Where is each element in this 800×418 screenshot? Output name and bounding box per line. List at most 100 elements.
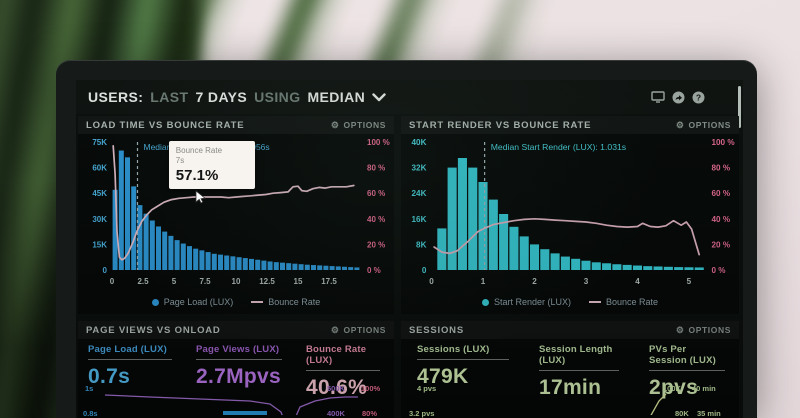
axis-tick: 0.8s bbox=[83, 409, 98, 418]
laptop: USERS: LAST 7 DAYS USING MEDIAN bbox=[56, 60, 757, 418]
svg-text:1: 1 bbox=[481, 277, 486, 286]
svg-text:45K: 45K bbox=[92, 189, 107, 198]
metric-underline bbox=[88, 359, 172, 360]
chart-legend: Page Load (LUX) Bounce Rate bbox=[78, 292, 394, 312]
svg-text:30K: 30K bbox=[92, 215, 107, 224]
svg-text:40K: 40K bbox=[412, 138, 427, 147]
panel-title: START RENDER VS BOUNCE RATE bbox=[409, 119, 592, 131]
chart-legend: Start Render (LUX) Bounce Rate bbox=[401, 292, 739, 312]
metric-page-load: Page Load (LUX) 0.7s bbox=[78, 344, 186, 400]
svg-text:60 %: 60 % bbox=[712, 189, 731, 198]
svg-text:4: 4 bbox=[635, 277, 640, 286]
panel-sessions-header: SESSIONS ⚙ OPTIONS bbox=[401, 321, 739, 339]
panel-start-render-header: START RENDER VS BOUNCE RATE ⚙ OPTIONS bbox=[401, 116, 739, 134]
legend-start-render[interactable]: Start Render (LUX) bbox=[481, 297, 571, 307]
svg-text:20 %: 20 % bbox=[367, 240, 385, 249]
options-button[interactable]: ⚙ OPTIONS bbox=[675, 324, 731, 335]
svg-text:Median Start Render (LUX): 1.0: Median Start Render (LUX): 1.031s bbox=[491, 142, 626, 152]
svg-text:0: 0 bbox=[429, 277, 434, 286]
dashboard-screen: USERS: LAST 7 DAYS USING MEDIAN bbox=[76, 80, 743, 418]
options-button[interactable]: ⚙ OPTIONS bbox=[330, 119, 386, 130]
axis-tick: 80K bbox=[675, 409, 689, 418]
svg-text:7.5: 7.5 bbox=[199, 277, 211, 286]
panel-start-render: START RENDER VS BOUNCE RATE ⚙ OPTIONS 40… bbox=[401, 116, 739, 314]
svg-text:0 %: 0 % bbox=[712, 266, 726, 275]
title-using: USING bbox=[254, 89, 301, 105]
panel-sessions: SESSIONS ⚙ OPTIONS Sessions (LUX) 479K bbox=[401, 321, 739, 418]
sessions-mini-chart bbox=[650, 393, 667, 415]
legend-bounce-rate[interactable]: Bounce Rate bbox=[251, 297, 320, 307]
svg-text:32K: 32K bbox=[412, 164, 427, 173]
svg-text:75K: 75K bbox=[92, 138, 107, 147]
svg-text:3: 3 bbox=[584, 277, 589, 286]
metric-bounce-rate: Bounce Rate (LUX) 40.6% bbox=[296, 344, 394, 400]
svg-text:0: 0 bbox=[422, 266, 427, 275]
svg-text:100 %: 100 % bbox=[367, 138, 390, 147]
metric-underline bbox=[196, 359, 282, 360]
gear-icon: ⚙ bbox=[675, 119, 685, 130]
svg-text:16K: 16K bbox=[412, 215, 427, 224]
axis-tick: 35 min bbox=[697, 409, 721, 418]
svg-text:2.5: 2.5 bbox=[137, 277, 149, 286]
help-icon[interactable]: ? bbox=[692, 91, 705, 104]
metrics-row: Sessions (LUX) 479K Session Length (LUX)… bbox=[401, 344, 739, 400]
gear-icon: ⚙ bbox=[330, 324, 340, 335]
panel-title: LOAD TIME VS BOUNCE RATE bbox=[86, 119, 245, 131]
display-icon[interactable] bbox=[651, 91, 665, 103]
share-icon[interactable] bbox=[672, 91, 685, 104]
metric-pvs-per-session: PVs Per Session (LUX) 2pvs bbox=[633, 344, 739, 400]
svg-text:12.5: 12.5 bbox=[259, 277, 275, 286]
svg-text:0: 0 bbox=[110, 277, 115, 286]
svg-text:20 %: 20 % bbox=[712, 240, 731, 249]
svg-text:17.5: 17.5 bbox=[321, 277, 337, 286]
cursor-icon bbox=[195, 190, 206, 204]
metric-underline bbox=[417, 359, 509, 360]
scrollbar-thumb[interactable] bbox=[738, 86, 741, 128]
svg-text:24K: 24K bbox=[412, 189, 427, 198]
start-render-chart[interactable]: 40K 32K 24K 16K 8K 0 100 % 80 % 60 % 40 % 20 % 0 % 0… bbox=[401, 134, 739, 292]
svg-text:0: 0 bbox=[103, 266, 108, 275]
legend-dot-icon bbox=[481, 298, 489, 306]
title-last: LAST bbox=[150, 89, 189, 105]
svg-text:40 %: 40 % bbox=[712, 215, 731, 224]
svg-text:80 %: 80 % bbox=[367, 164, 385, 173]
axis-tick: 80% bbox=[362, 409, 378, 418]
metric-sessions: Sessions (LUX) 479K bbox=[401, 344, 523, 400]
page-views-mini-chart bbox=[104, 394, 358, 415]
title-7days: 7 DAYS bbox=[195, 89, 248, 105]
title-users: USERS: bbox=[88, 89, 144, 105]
metrics-row: Page Load (LUX) 0.7s Page Views (LUX) 2.… bbox=[78, 344, 394, 400]
metric-session-length: Session Length (LUX) 17min bbox=[523, 344, 633, 400]
svg-text:5: 5 bbox=[687, 277, 692, 286]
options-button[interactable]: ⚙ OPTIONS bbox=[675, 119, 731, 130]
svg-text:60 %: 60 % bbox=[367, 189, 385, 198]
svg-text:0 %: 0 % bbox=[367, 266, 381, 275]
metric-page-views: Page Views (LUX) 2.7Mpvs bbox=[196, 344, 282, 388]
svg-text:8K: 8K bbox=[416, 240, 427, 249]
metric-underline bbox=[539, 370, 619, 371]
axis-tick: 100% bbox=[361, 384, 381, 393]
panel-page-views-header: PAGE VIEWS VS ONLOAD ⚙ OPTIONS bbox=[78, 321, 394, 339]
chart-tooltip: Bounce Rate 7s 57.1% bbox=[168, 140, 255, 189]
legend-bounce-rate[interactable]: Bounce Rate bbox=[588, 297, 658, 307]
legend-dot-icon bbox=[151, 298, 159, 306]
svg-text:10: 10 bbox=[232, 277, 241, 286]
dashboard-topbar: USERS: LAST 7 DAYS USING MEDIAN bbox=[76, 80, 743, 114]
timeframe-selector[interactable]: USERS: LAST 7 DAYS USING MEDIAN bbox=[88, 89, 386, 105]
svg-text:80 %: 80 % bbox=[712, 164, 731, 173]
tooltip-value: 57.1% bbox=[175, 166, 219, 184]
panel-page-views: PAGE VIEWS VS ONLOAD ⚙ OPTIONS Page Load… bbox=[78, 321, 394, 418]
axis-tick: 40 min bbox=[692, 384, 716, 393]
topbar-icons: ? bbox=[651, 91, 705, 104]
metric-underline bbox=[306, 370, 380, 371]
axis-tick: 100K bbox=[663, 384, 681, 393]
chevron-down-icon bbox=[372, 92, 386, 101]
svg-text:?: ? bbox=[696, 92, 701, 102]
axis-tick: 3.2 pvs bbox=[409, 409, 435, 418]
legend-page-load[interactable]: Page Load (LUX) bbox=[151, 297, 233, 307]
options-button[interactable]: ⚙ OPTIONS bbox=[330, 324, 386, 335]
svg-text:5: 5 bbox=[172, 277, 177, 286]
axis-tick: 4 pvs bbox=[417, 384, 437, 393]
title-median: MEDIAN bbox=[307, 89, 366, 105]
